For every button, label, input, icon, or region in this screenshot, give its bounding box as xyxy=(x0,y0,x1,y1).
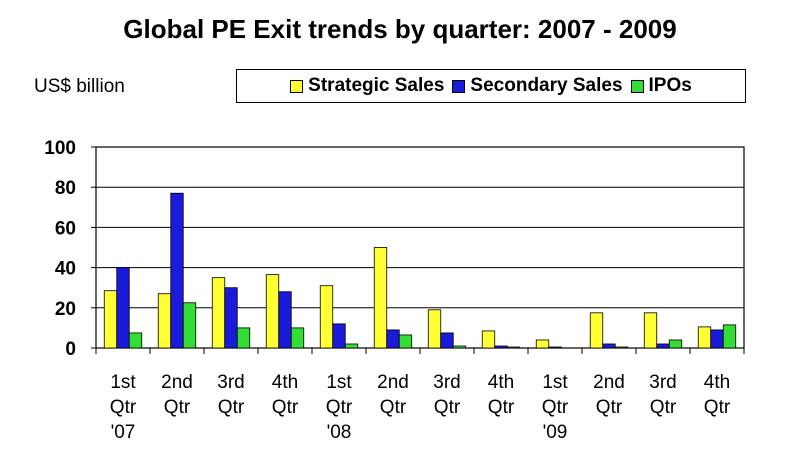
bar-ipos xyxy=(506,346,521,349)
bar-ipos xyxy=(344,343,359,349)
x-tick-label-line: Qtr xyxy=(488,397,515,418)
legend-item-ipos: IPOs xyxy=(630,75,692,97)
x-tick-label-line: Qtr xyxy=(218,397,245,418)
chart-title: Global PE Exit trends by quarter: 2007 -… xyxy=(123,14,677,44)
x-tick-label-line: '07 xyxy=(111,422,136,443)
x-tick-label-line: Qtr xyxy=(110,397,137,418)
legend-swatch-strategic-sales xyxy=(290,79,304,93)
bar-strategic-sales xyxy=(211,277,226,349)
bar-strategic-sales xyxy=(265,274,280,349)
bar-strategic-sales xyxy=(157,293,172,349)
bar-secondary-sales xyxy=(332,323,346,349)
bar-strategic-sales xyxy=(103,290,118,349)
bar-ipos xyxy=(290,327,305,349)
bar-secondary-sales xyxy=(170,192,184,349)
x-tick-label-line: 4th xyxy=(704,372,730,393)
bar-strategic-sales xyxy=(589,312,604,349)
bar-secondary-sales xyxy=(224,287,238,349)
legend-label-secondary-sales: Secondary Sales xyxy=(470,75,623,96)
legend-item-secondary-sales: Secondary Sales xyxy=(452,75,623,97)
y-tick-label: 80 xyxy=(55,178,76,199)
x-tick-label-line: Qtr xyxy=(272,397,299,418)
y-tick-label: 0 xyxy=(65,339,76,360)
x-tick-label: 4th Qtr xyxy=(272,372,299,418)
x-tick-label-line: Qtr xyxy=(380,397,407,418)
x-tick-label-line: '09 xyxy=(543,422,568,443)
bar-ipos xyxy=(452,345,467,349)
bar-strategic-sales xyxy=(535,339,550,349)
bar-strategic-sales xyxy=(427,309,442,349)
bar-secondary-sales xyxy=(116,267,130,349)
x-tick-label: 4th Qtr xyxy=(704,372,731,418)
bar-secondary-sales xyxy=(440,332,454,349)
bar-ipos xyxy=(668,339,683,349)
bar-secondary-sales xyxy=(656,343,670,349)
bar-strategic-sales xyxy=(373,247,388,349)
bar-ipos xyxy=(182,302,197,349)
bar-ipos xyxy=(614,346,629,349)
legend-swatch-ipos xyxy=(630,79,644,93)
x-tick-label-line: '08 xyxy=(327,422,352,443)
y-tick-label: 60 xyxy=(55,218,76,239)
x-tick-label: 1st Qtr '09 xyxy=(542,372,569,443)
x-tick-label: 4th Qtr xyxy=(488,372,515,418)
x-tick-label-line: 4th xyxy=(488,372,514,393)
bar-secondary-sales xyxy=(602,343,616,349)
x-tick-label-line: 2nd xyxy=(377,372,409,393)
legend-label-ipos: IPOs xyxy=(648,75,692,96)
x-tick-label: 2nd Qtr xyxy=(377,372,409,418)
x-tick-label-line: Qtr xyxy=(650,397,677,418)
bar-secondary-sales xyxy=(710,329,724,349)
legend-swatch-secondary-sales xyxy=(452,79,466,93)
x-tick-label-line: 2nd xyxy=(161,372,193,393)
unit-label: US$ billion xyxy=(34,76,125,97)
x-tick-label-line: Qtr xyxy=(596,397,623,418)
x-tick-label: 2nd Qtr xyxy=(161,372,193,418)
x-tick-label-line: 2nd xyxy=(593,372,625,393)
bar-secondary-sales xyxy=(278,291,292,349)
legend-label-strategic-sales: Strategic Sales xyxy=(308,75,445,96)
x-tick-label: 2nd Qtr xyxy=(593,372,625,418)
x-tick-label-line: Qtr xyxy=(326,397,353,418)
bar-secondary-sales xyxy=(494,345,508,349)
x-tick-label-line: 3rd xyxy=(433,372,460,393)
x-tick-label-line: 1st xyxy=(110,372,136,393)
x-tick-label: 3rd Qtr xyxy=(649,372,677,418)
x-tick-label: 1st Qtr '07 xyxy=(110,372,137,443)
x-tick-label-line: 3rd xyxy=(649,372,676,393)
x-tick-label-line: 1st xyxy=(542,372,568,393)
x-tick-label-line: Qtr xyxy=(542,397,569,418)
bar-strategic-sales xyxy=(481,330,496,349)
x-tick-label-line: Qtr xyxy=(704,397,731,418)
y-tick-label: 100 xyxy=(44,138,76,159)
x-tick-label-line: Qtr xyxy=(434,397,461,418)
x-tick-label: 3rd Qtr xyxy=(217,372,245,418)
x-tick-label: 3rd Qtr xyxy=(433,372,461,418)
x-tick-label-line: 3rd xyxy=(217,372,244,393)
bar-ipos xyxy=(722,324,737,349)
bar-ipos xyxy=(236,327,251,349)
bar-secondary-sales xyxy=(386,329,400,349)
legend-item-strategic-sales: Strategic Sales xyxy=(290,75,444,97)
bar-strategic-sales xyxy=(319,285,334,349)
x-tick-label-line: 1st xyxy=(326,372,352,393)
bar-ipos xyxy=(398,334,413,349)
bar-ipos xyxy=(128,332,143,349)
y-tick-label: 20 xyxy=(55,299,76,320)
x-tick-label-line: 4th xyxy=(272,372,298,393)
bar-secondary-sales xyxy=(548,346,562,349)
bar-strategic-sales xyxy=(643,312,658,349)
legend: Strategic Sales Secondary Sales IPOs xyxy=(236,69,746,103)
y-tick-label: 40 xyxy=(55,259,76,280)
x-tick-label: 1st Qtr '08 xyxy=(326,372,353,443)
x-tick-label-line: Qtr xyxy=(164,397,191,418)
bar-strategic-sales xyxy=(697,326,712,349)
